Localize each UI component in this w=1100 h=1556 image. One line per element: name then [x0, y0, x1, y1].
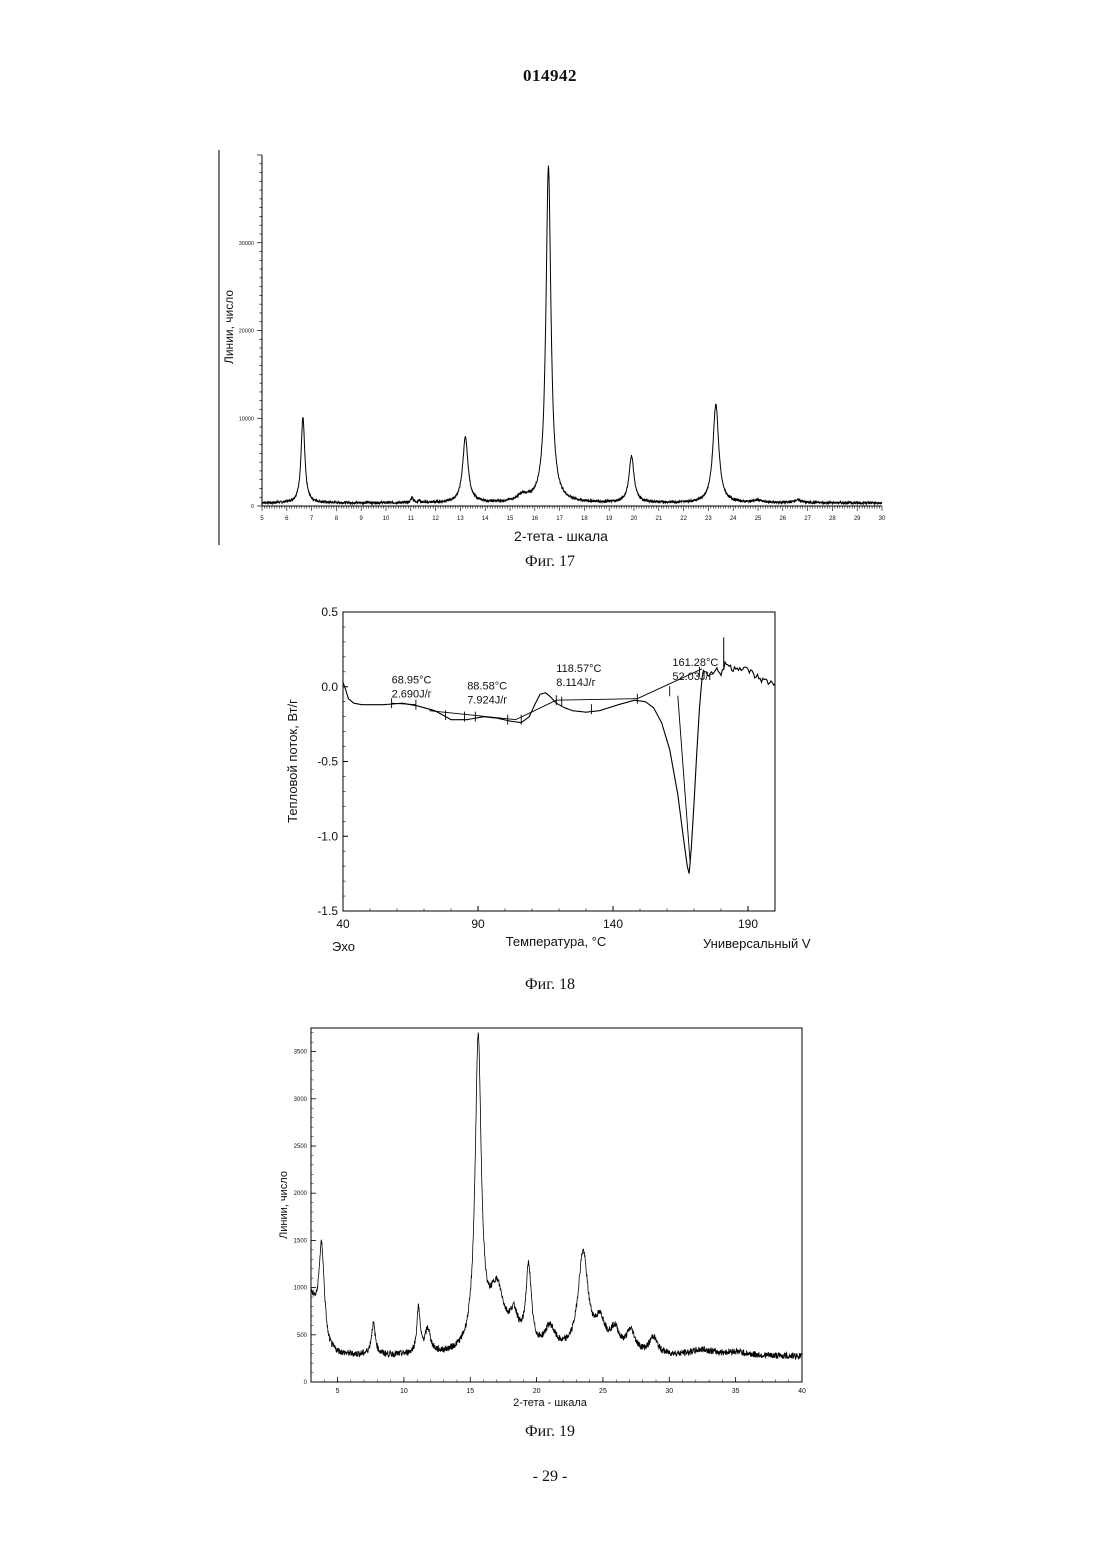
figure-19-y-tick-label: 3500	[294, 1050, 308, 1056]
figure-19-y-tick-label: 1000	[294, 1286, 308, 1292]
figure-19-plot-frame	[311, 1028, 802, 1382]
figure-19-y-axis-label: Линии, число	[278, 1171, 290, 1239]
figure-19-x-tick-label: 5	[336, 1388, 340, 1395]
figure-19-y-tick-label: 2000	[294, 1191, 308, 1197]
figure-19-y-tick-label: 500	[297, 1333, 308, 1339]
figure-19-x-tick-label: 25	[599, 1388, 607, 1395]
figure-19-x-tick-label: 20	[533, 1388, 541, 1395]
figure-19-y-tick-label: 2500	[294, 1144, 308, 1150]
figure-19-x-axis-label: 2-тета - шкала	[513, 1397, 588, 1409]
figure-19-x-tick-label: 40	[798, 1388, 806, 1395]
figure-19-x-tick-label: 10	[400, 1388, 408, 1395]
figure-19-diffractogram-line	[311, 1033, 802, 1360]
figure-19-x-tick-label: 35	[732, 1388, 740, 1395]
figure-19-caption: Фиг. 19	[0, 1423, 1100, 1441]
figure-19-y-tick-label: 0	[304, 1380, 308, 1386]
figure-19-y-tick-label: 1500	[294, 1238, 308, 1244]
figure-19-x-tick-label: 30	[665, 1388, 673, 1395]
figure-19-y-tick-label: 3000	[294, 1097, 308, 1103]
figure-19-x-tick-label: 15	[466, 1388, 474, 1395]
page-number: - 29 -	[0, 1468, 1100, 1486]
